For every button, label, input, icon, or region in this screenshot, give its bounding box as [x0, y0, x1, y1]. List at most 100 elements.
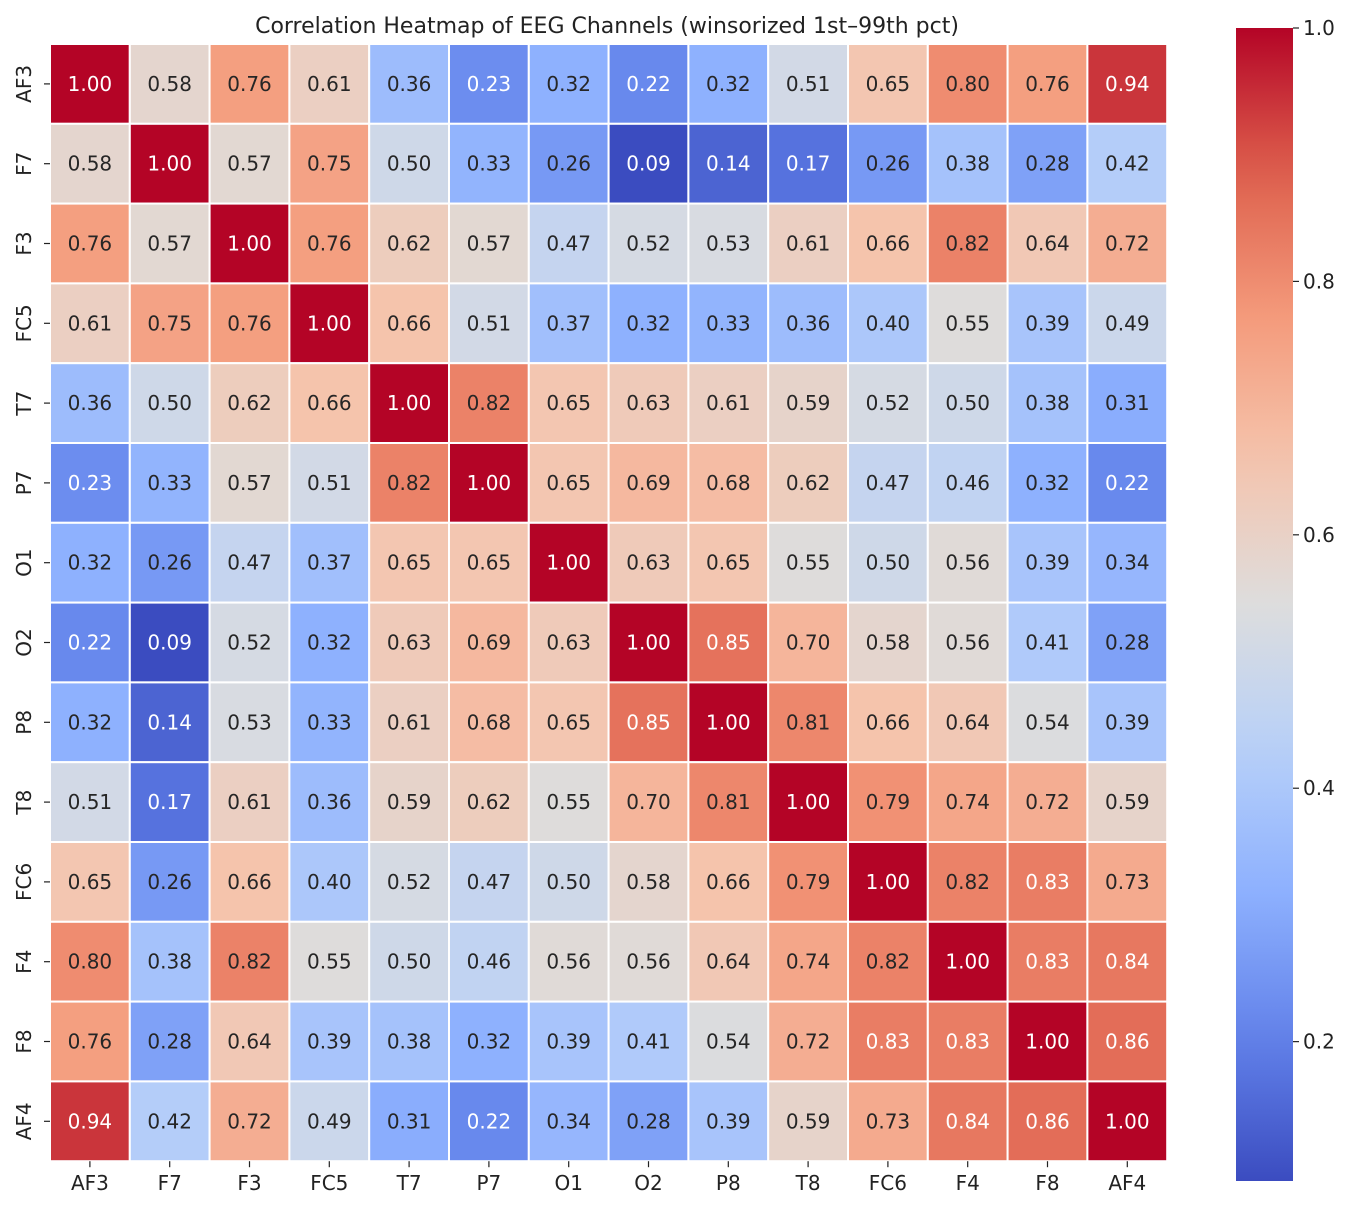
- heatmap-cell: [687, 841, 770, 923]
- heatmap-cell-label: 0.32: [546, 72, 591, 96]
- heatmap-cell-label: 0.17: [786, 152, 831, 176]
- heatmap-cell-label: 0.82: [945, 870, 990, 894]
- y-tick-label: O2: [12, 628, 36, 656]
- heatmap-cell-label: 0.41: [1025, 631, 1070, 655]
- heatmap-cell-label: 0.57: [467, 232, 512, 256]
- heatmap-cell: [49, 761, 131, 844]
- heatmap-cell-label: 0.59: [786, 1109, 831, 1133]
- heatmap-cell-label: 0.76: [68, 232, 113, 256]
- heatmap-cell-label: 0.72: [786, 1030, 831, 1054]
- heatmap-cell-label: 0.54: [706, 1030, 751, 1054]
- y-tick-label: FC5: [12, 304, 36, 342]
- heatmap-cell-label: 0.81: [786, 710, 831, 734]
- heatmap-cell-label: 0.38: [147, 950, 192, 974]
- heatmap-cell: [926, 761, 1009, 844]
- heatmap-cell: [448, 601, 530, 684]
- heatmap-cell-label: 0.76: [227, 72, 272, 96]
- heatmap-cell: [687, 442, 770, 524]
- heatmap-cell-label: 0.80: [68, 950, 113, 974]
- heatmap-cell: [926, 521, 1009, 604]
- heatmap-cell-label: 0.82: [866, 950, 911, 974]
- heatmap-cell: [926, 43, 1009, 125]
- heatmap-cell-label: 0.70: [786, 631, 831, 655]
- heatmap-cell-label: 0.47: [227, 551, 272, 575]
- heatmap-cell-label: 0.66: [227, 870, 272, 894]
- heatmap-cell: [1086, 521, 1169, 604]
- heatmap-cell-label: 0.65: [467, 551, 512, 575]
- heatmap-cell-label: 0.17: [147, 790, 192, 814]
- heatmap-cell: [368, 122, 451, 205]
- heatmap-cell-label: 0.59: [786, 391, 831, 415]
- heatmap-cell: [1006, 122, 1089, 205]
- heatmap-cell: [448, 1080, 530, 1163]
- heatmap-cell-label: 0.14: [147, 710, 192, 734]
- x-tick-label: O2: [634, 1171, 662, 1195]
- x-tick-label: F7: [158, 1171, 182, 1195]
- heatmap-cell: [288, 442, 371, 524]
- heatmap-cell: [607, 282, 690, 365]
- heatmap-cell: [1086, 681, 1169, 764]
- heatmap-cell-label: 0.65: [706, 551, 751, 575]
- heatmap-cell-label: 0.32: [307, 631, 352, 655]
- heatmap-cell-label: 0.47: [546, 232, 591, 256]
- heatmap-cell-label: 0.42: [1105, 152, 1150, 176]
- heatmap-cell-label: 0.79: [786, 870, 831, 894]
- heatmap-cell-label: 0.51: [467, 311, 512, 335]
- heatmap-cell-label: 0.65: [546, 710, 591, 734]
- colorbar-tick-label: 1.0: [1303, 16, 1335, 40]
- heatmap-cell-label: 0.61: [786, 232, 831, 256]
- colorbar-gradient: [1236, 28, 1293, 1181]
- heatmap-cell-label: 0.53: [706, 232, 751, 256]
- x-tick-label: P8: [716, 1171, 741, 1195]
- heatmap-cell-label: 0.62: [387, 232, 432, 256]
- heatmap-cell: [1006, 362, 1089, 445]
- y-tick-label: O1: [12, 548, 36, 576]
- heatmap-cell: [288, 122, 371, 205]
- heatmap-cell: [208, 521, 291, 604]
- heatmap-cell-label: 0.37: [307, 551, 352, 575]
- heatmap-cell: [208, 282, 291, 365]
- heatmap-cell-label: 0.61: [387, 710, 432, 734]
- heatmap-cell-label: 1.00: [467, 471, 512, 495]
- heatmap-cell: [607, 681, 690, 764]
- heatmap-cell: [448, 122, 530, 205]
- heatmap-cell-label: 0.66: [307, 391, 352, 415]
- heatmap-cell: [448, 442, 530, 524]
- heatmap-cell: [527, 601, 610, 684]
- heatmap-cell-label: 0.31: [387, 1109, 432, 1133]
- heatmap-cell: [208, 841, 291, 923]
- heatmap-cell: [847, 1000, 929, 1083]
- heatmap-cell: [687, 1080, 770, 1163]
- heatmap-cell-label: 0.85: [706, 631, 751, 655]
- heatmap-cell-label: 1.00: [1025, 1030, 1070, 1054]
- heatmap-cell-label: 0.79: [866, 790, 911, 814]
- heatmap-cell-label: 0.83: [866, 1030, 911, 1054]
- heatmap-cell-label: 1.00: [387, 391, 432, 415]
- heatmap-cell: [288, 601, 371, 684]
- heatmap-cell-label: 0.58: [866, 631, 911, 655]
- heatmap-cell: [527, 282, 610, 365]
- chart-title: Correlation Heatmap of EEG Channels (win…: [255, 14, 959, 39]
- heatmap-cell-label: 0.42: [147, 1109, 192, 1133]
- heatmap-cell: [128, 122, 211, 205]
- heatmap-cell: [687, 681, 770, 764]
- heatmap-cell-label: 0.32: [68, 551, 113, 575]
- heatmap-cell-label: 0.23: [467, 72, 512, 96]
- heatmap-cell: [1086, 202, 1169, 285]
- heatmap-cell-label: 0.32: [1025, 471, 1070, 495]
- heatmap-cell-label: 0.50: [147, 391, 192, 415]
- x-tick-label: O1: [554, 1171, 582, 1195]
- heatmap-cell-label: 0.68: [706, 471, 751, 495]
- heatmap-cell: [368, 1000, 451, 1083]
- heatmap-cell: [1086, 282, 1169, 365]
- y-tick-label: F4: [12, 950, 36, 974]
- y-tick-label: F3: [12, 231, 36, 255]
- heatmap-cell-label: 0.32: [467, 1030, 512, 1054]
- heatmap-cell-label: 0.72: [1105, 232, 1150, 256]
- heatmap-cell-label: 0.83: [945, 1030, 990, 1054]
- heatmap-cell-label: 0.86: [1105, 1030, 1150, 1054]
- heatmap-cell-label: 0.65: [866, 72, 911, 96]
- heatmap-cell-label: 0.74: [945, 790, 990, 814]
- heatmap-cell-label: 0.36: [68, 391, 113, 415]
- heatmap-cell-label: 1.00: [307, 311, 352, 335]
